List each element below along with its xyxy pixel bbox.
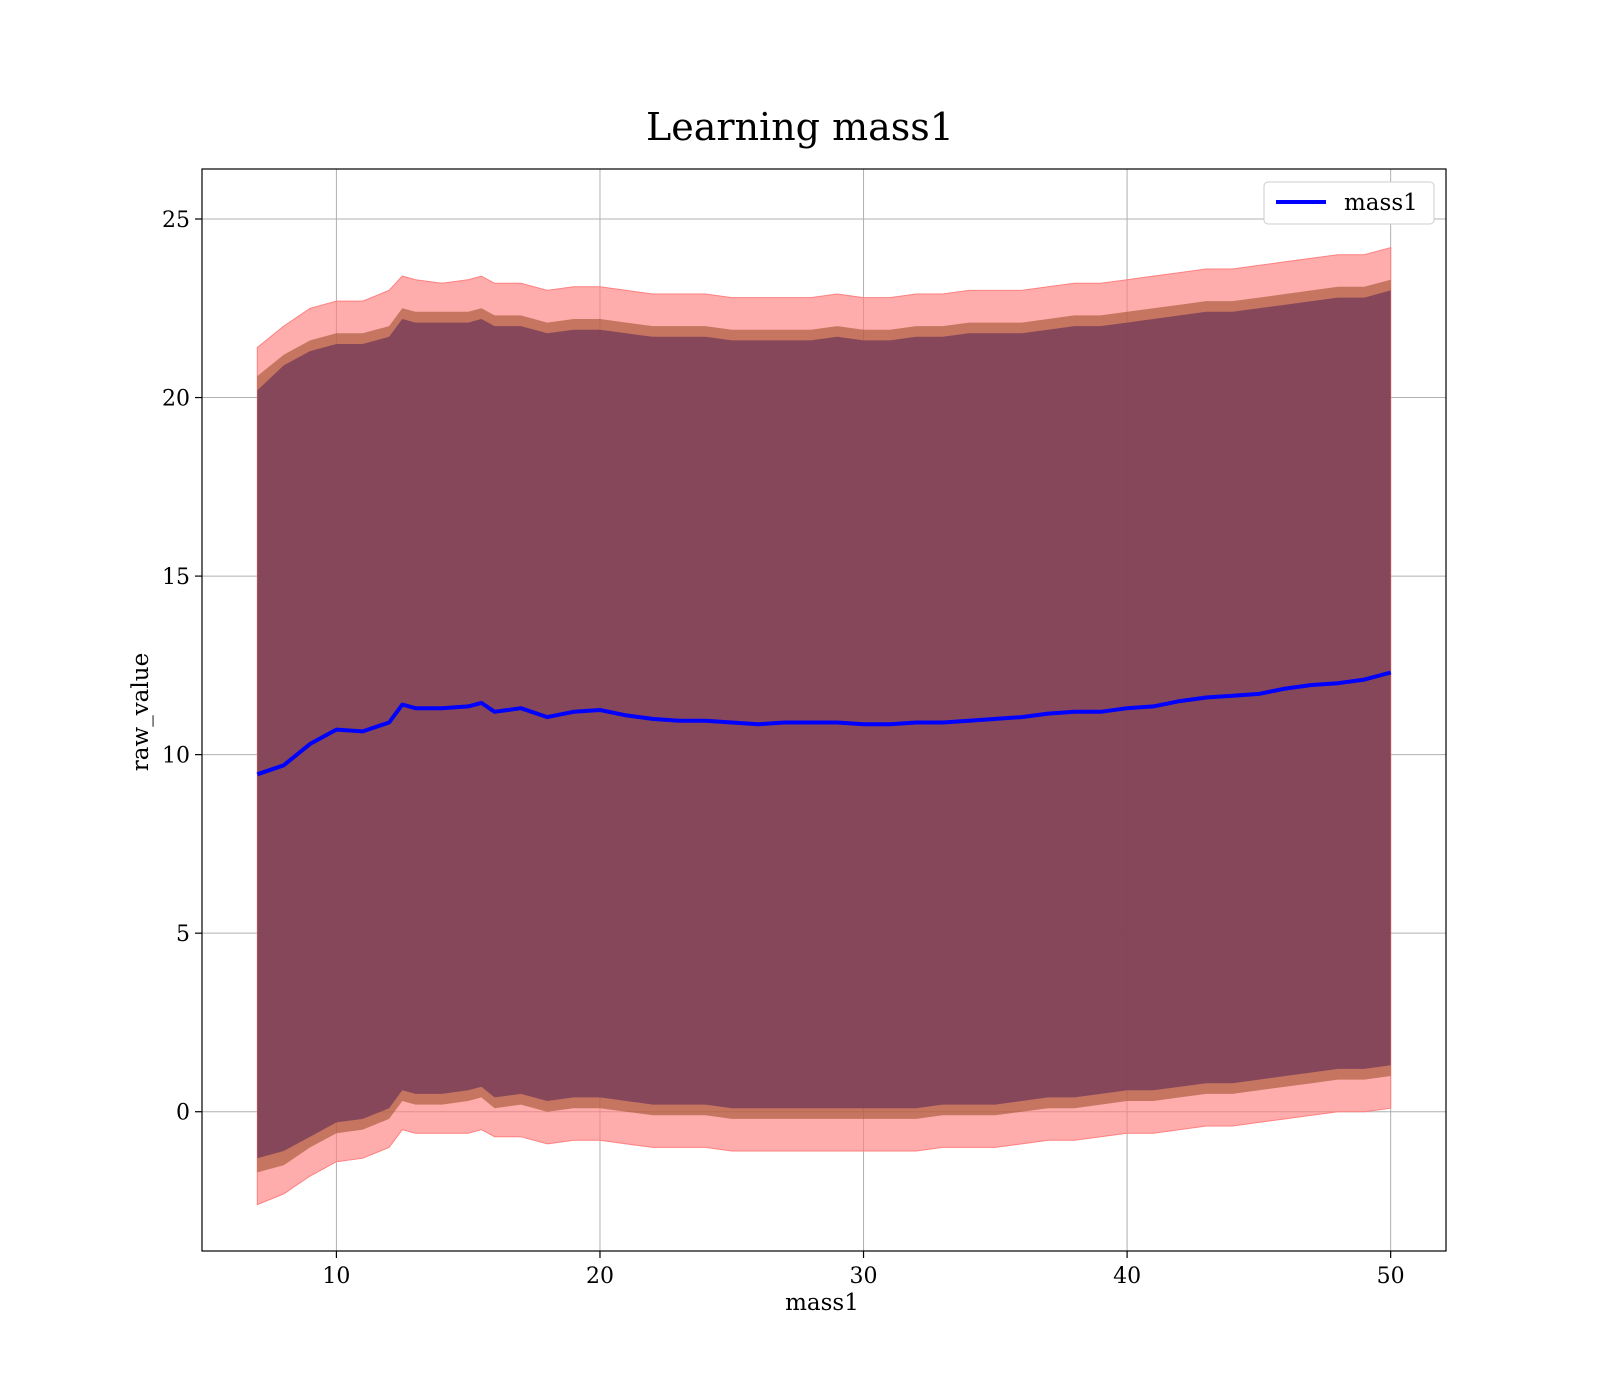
y-tick-label-5: 5	[176, 922, 190, 947]
y-tick-label-0: 0	[176, 1101, 190, 1126]
y-tick-label-10: 10	[162, 744, 190, 769]
y-tick-label-25: 25	[162, 208, 190, 233]
legend-box	[1263, 181, 1435, 225]
y-axis-ticks: 0 5 10 15 20 25	[162, 208, 202, 1126]
series-line-mass1	[256, 670, 1392, 777]
x-tick-label-10: 10	[322, 1264, 350, 1289]
x-tick-label-30: 30	[850, 1264, 878, 1289]
band-layer	[256, 246, 1392, 1206]
y-axis-label: raw_value	[128, 653, 154, 771]
legend: mass1	[1263, 181, 1435, 225]
line-layer	[256, 670, 1392, 777]
x-tick-label-50: 50	[1377, 1264, 1405, 1289]
y-tick-label-20: 20	[162, 387, 190, 412]
x-tick-label-40: 40	[1113, 1264, 1141, 1289]
legend-label-mass1: mass1	[1344, 190, 1418, 216]
x-axis-label: mass1	[785, 1290, 859, 1316]
y-tick-label-15: 15	[162, 565, 190, 590]
chart-title: Learning mass1	[646, 105, 954, 149]
x-tick-label-20: 20	[586, 1264, 614, 1289]
plot-frame	[201, 168, 1447, 1252]
x-axis-ticks: 10 20 30 40 50	[322, 1251, 1405, 1289]
